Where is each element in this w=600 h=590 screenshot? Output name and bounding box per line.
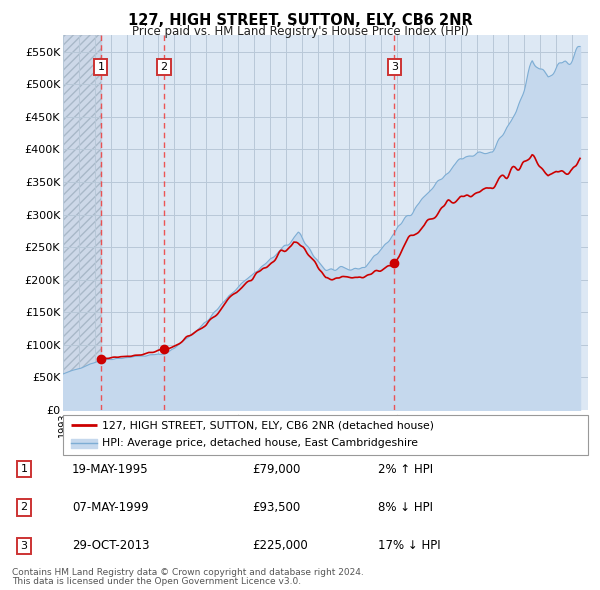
Text: HPI: Average price, detached house, East Cambridgeshire: HPI: Average price, detached house, East… [103, 438, 418, 448]
Text: 2% ↑ HPI: 2% ↑ HPI [378, 463, 433, 476]
Text: 1: 1 [20, 464, 28, 474]
Text: £225,000: £225,000 [252, 539, 308, 552]
Text: £79,000: £79,000 [252, 463, 301, 476]
Text: 2: 2 [20, 503, 28, 512]
Text: 2: 2 [160, 62, 167, 71]
Bar [63, 35, 101, 410]
FancyBboxPatch shape [63, 415, 588, 455]
Text: Price paid vs. HM Land Registry's House Price Index (HPI): Price paid vs. HM Land Registry's House … [131, 25, 469, 38]
Text: 07-MAY-1999: 07-MAY-1999 [72, 501, 149, 514]
Text: This data is licensed under the Open Government Licence v3.0.: This data is licensed under the Open Gov… [12, 577, 301, 586]
Text: 3: 3 [391, 62, 398, 71]
Text: £93,500: £93,500 [252, 501, 300, 514]
Text: 3: 3 [20, 541, 28, 550]
Text: Contains HM Land Registry data © Crown copyright and database right 2024.: Contains HM Land Registry data © Crown c… [12, 568, 364, 576]
Text: 8% ↓ HPI: 8% ↓ HPI [378, 501, 433, 514]
Text: 127, HIGH STREET, SUTTON, ELY, CB6 2NR (detached house): 127, HIGH STREET, SUTTON, ELY, CB6 2NR (… [103, 421, 434, 430]
Text: 29-OCT-2013: 29-OCT-2013 [72, 539, 149, 552]
Text: 17% ↓ HPI: 17% ↓ HPI [378, 539, 440, 552]
Text: 1: 1 [97, 62, 104, 71]
Text: 127, HIGH STREET, SUTTON, ELY, CB6 2NR: 127, HIGH STREET, SUTTON, ELY, CB6 2NR [128, 13, 472, 28]
Text: 19-MAY-1995: 19-MAY-1995 [72, 463, 149, 476]
Bar [63, 35, 101, 410]
